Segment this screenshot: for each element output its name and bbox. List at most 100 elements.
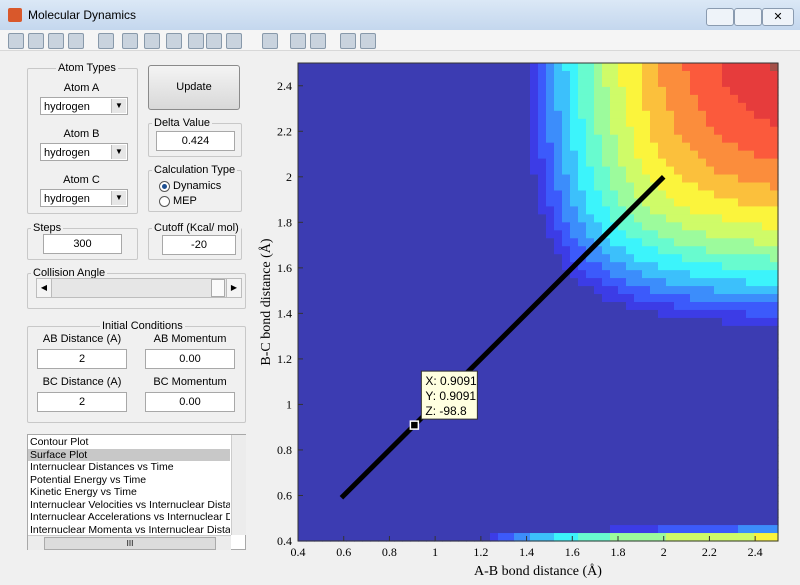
surface-cell: [682, 533, 691, 542]
surface-cell: [298, 317, 307, 327]
surface-cell: [618, 262, 627, 271]
maximize-button[interactable]: [734, 8, 762, 26]
surface-cell: [498, 78, 507, 88]
surface-cell: [434, 134, 443, 144]
surface-cell: [498, 158, 507, 168]
field-input[interactable]: 0.00: [145, 392, 235, 412]
surface-cell: [322, 238, 331, 247]
surface-cell: [514, 126, 523, 136]
surface-cell: [482, 78, 491, 88]
surface-cell: [386, 357, 395, 367]
surface-cell: [394, 373, 403, 383]
steps-input[interactable]: 300: [43, 234, 122, 254]
dropdown-arrow[interactable]: ▼: [111, 191, 126, 205]
surface-cell: [682, 238, 691, 247]
toolbar-icon[interactable]: [290, 33, 306, 49]
surface-cell: [498, 278, 507, 287]
surface-cell: [450, 469, 459, 478]
toolbar-icon[interactable]: [98, 33, 114, 49]
atom-select[interactable]: hydrogen ▼: [40, 143, 128, 161]
surface-cell: [506, 94, 515, 104]
field-input[interactable]: 2: [37, 392, 127, 412]
list-item[interactable]: Kinetic Energy vs Time: [30, 486, 137, 498]
surface-cell: [386, 70, 395, 80]
surface-cell: [346, 70, 355, 80]
surface-cell: [618, 230, 627, 239]
surface-cell: [634, 317, 643, 327]
surface-cell: [354, 118, 363, 128]
surface-cell: [626, 262, 635, 271]
surface-cell: [690, 270, 699, 279]
toolbar-icon[interactable]: [68, 33, 84, 49]
surface-cell: [634, 445, 643, 454]
surface-cell: [418, 206, 427, 215]
surface-cell: [770, 381, 779, 391]
surface-cell: [450, 357, 459, 367]
list-item[interactable]: Potential Energy vs Time: [30, 473, 147, 486]
list-item[interactable]: Internuclear Distances vs Time: [30, 461, 174, 473]
atom-select[interactable]: hydrogen ▼: [40, 189, 128, 207]
radio-dynamics[interactable]: [159, 181, 170, 192]
surface-cell: [418, 254, 427, 263]
surface-cell: [674, 421, 683, 431]
surface-cell: [738, 493, 747, 502]
toolbar-icon[interactable]: [8, 33, 24, 49]
vertical-scrollbar[interactable]: [231, 435, 246, 535]
list-item[interactable]: Internuclear Accelerations vs Internucle…: [30, 511, 230, 523]
toolbar-icon[interactable]: [340, 33, 356, 49]
surface-cell: [450, 166, 459, 176]
surface-cell: [538, 349, 547, 359]
surface-cell: [722, 150, 731, 160]
toolbar-icon[interactable]: [144, 33, 160, 49]
surface-cell: [578, 174, 587, 184]
surface-cell: [410, 469, 419, 478]
toolbar-icon[interactable]: [166, 33, 182, 49]
radio-mep[interactable]: [159, 196, 170, 207]
atom-select[interactable]: hydrogen ▼: [40, 97, 128, 115]
surface-cell: [322, 166, 331, 176]
surface-cell: [738, 477, 747, 486]
field-input[interactable]: 2: [37, 349, 127, 369]
list-item[interactable]: Internuclear Momenta vs Internuclear Dis…: [30, 523, 230, 536]
surface-cell: [602, 349, 611, 359]
scroll-thumb[interactable]: III: [44, 537, 216, 550]
surface-cell: [386, 206, 395, 215]
minimize-button[interactable]: [706, 8, 734, 26]
surface-cell: [610, 70, 619, 80]
dropdown-arrow[interactable]: ▼: [111, 99, 126, 113]
surface-cell: [434, 198, 443, 207]
toolbar-icon[interactable]: [188, 33, 204, 49]
surface-cell: [378, 517, 387, 526]
surface-cell: [714, 270, 723, 279]
field-input[interactable]: 0.00: [145, 349, 235, 369]
toolbar-icon[interactable]: [226, 33, 242, 49]
calculation-type-group: Calculation Type: [148, 164, 242, 212]
update-button[interactable]: Update: [148, 65, 240, 110]
surface-cell: [690, 70, 699, 80]
collision-angle-slider[interactable]: ◀ ▶: [36, 278, 242, 298]
field-label: BC Distance (A): [42, 376, 122, 388]
list-item[interactable]: Surface Plot: [28, 448, 230, 461]
delta-value-input[interactable]: 0.424: [156, 131, 235, 151]
horizontal-scrollbar[interactable]: III: [28, 535, 231, 550]
surface-cell: [522, 142, 531, 152]
toolbar-icon[interactable]: [360, 33, 376, 49]
toolbar-icon[interactable]: [310, 33, 326, 49]
toolbar-icon[interactable]: [28, 33, 44, 49]
surface-cell: [490, 150, 499, 160]
surface-cell: [730, 238, 739, 247]
list-item[interactable]: Contour Plot: [30, 436, 89, 448]
toolbar-icon[interactable]: [48, 33, 64, 49]
cutoff-input[interactable]: -20: [162, 235, 236, 255]
surface-cell: [546, 294, 555, 303]
toolbar-icon[interactable]: [206, 33, 222, 49]
surface-cell: [514, 397, 523, 407]
list-item[interactable]: Internuclear Velocities vs Internuclear …: [30, 498, 230, 511]
surface-cell: [762, 509, 771, 518]
toolbar-icon[interactable]: [122, 33, 138, 49]
surface-cell: [474, 198, 483, 207]
dropdown-arrow[interactable]: ▼: [111, 145, 126, 159]
toolbar-icon[interactable]: [262, 33, 278, 49]
close-button[interactable]: ✕: [762, 8, 794, 26]
surface-cell: [554, 493, 563, 502]
